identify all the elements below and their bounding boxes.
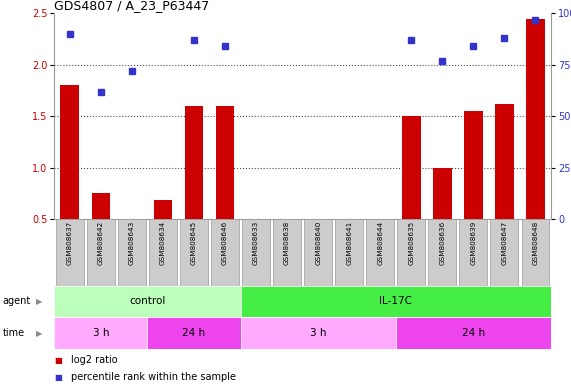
Bar xyxy=(54,317,147,349)
Bar xyxy=(242,219,270,286)
Text: GSM808633: GSM808633 xyxy=(253,221,259,265)
Text: percentile rank within the sample: percentile rank within the sample xyxy=(71,372,236,382)
Bar xyxy=(147,317,240,349)
Text: GSM808645: GSM808645 xyxy=(191,221,197,265)
Text: GSM808635: GSM808635 xyxy=(408,221,415,265)
Text: GSM808640: GSM808640 xyxy=(315,221,321,265)
Bar xyxy=(154,200,172,219)
Text: GDS4807 / A_23_P63447: GDS4807 / A_23_P63447 xyxy=(54,0,210,12)
Text: GSM808634: GSM808634 xyxy=(160,221,166,265)
Bar xyxy=(240,286,551,317)
Text: GSM808638: GSM808638 xyxy=(284,221,290,265)
Text: time: time xyxy=(3,328,25,338)
Bar xyxy=(526,18,545,219)
Text: GSM808636: GSM808636 xyxy=(439,221,445,265)
Bar xyxy=(87,219,115,286)
Text: GSM808642: GSM808642 xyxy=(98,221,104,265)
Text: GSM808646: GSM808646 xyxy=(222,221,228,265)
Bar xyxy=(402,116,421,219)
Bar xyxy=(180,219,208,286)
Bar xyxy=(216,106,234,219)
Bar xyxy=(460,219,488,286)
Text: ▶: ▶ xyxy=(36,329,42,338)
Bar xyxy=(397,219,425,286)
Text: GSM808637: GSM808637 xyxy=(67,221,73,265)
Bar xyxy=(521,219,549,286)
Bar xyxy=(118,219,146,286)
Bar xyxy=(433,167,452,219)
Text: control: control xyxy=(129,296,166,306)
Text: 3 h: 3 h xyxy=(93,328,109,338)
Text: GSM808641: GSM808641 xyxy=(346,221,352,265)
Bar xyxy=(490,219,518,286)
Bar xyxy=(61,85,79,219)
Bar xyxy=(304,219,332,286)
Bar xyxy=(495,104,514,219)
Text: ▶: ▶ xyxy=(36,297,42,306)
Text: log2 ratio: log2 ratio xyxy=(71,355,118,365)
Bar xyxy=(428,219,456,286)
Bar xyxy=(366,219,394,286)
Text: GSM808648: GSM808648 xyxy=(533,221,538,265)
Bar xyxy=(91,193,110,219)
Bar xyxy=(184,106,203,219)
Text: 24 h: 24 h xyxy=(462,328,485,338)
Bar xyxy=(240,317,396,349)
Text: IL-17C: IL-17C xyxy=(379,296,412,306)
Bar xyxy=(464,111,482,219)
Bar xyxy=(54,286,240,317)
Text: ■: ■ xyxy=(54,356,62,365)
Bar xyxy=(396,317,551,349)
Text: 24 h: 24 h xyxy=(182,328,206,338)
Bar xyxy=(149,219,177,286)
Bar xyxy=(211,219,239,286)
Bar xyxy=(273,219,301,286)
Text: GSM808644: GSM808644 xyxy=(377,221,383,265)
Text: GSM808647: GSM808647 xyxy=(501,221,508,265)
Text: 3 h: 3 h xyxy=(310,328,327,338)
Bar xyxy=(56,219,84,286)
Text: GSM808639: GSM808639 xyxy=(471,221,476,265)
Text: ■: ■ xyxy=(54,372,62,382)
Text: agent: agent xyxy=(3,296,31,306)
Text: GSM808643: GSM808643 xyxy=(129,221,135,265)
Bar xyxy=(335,219,363,286)
